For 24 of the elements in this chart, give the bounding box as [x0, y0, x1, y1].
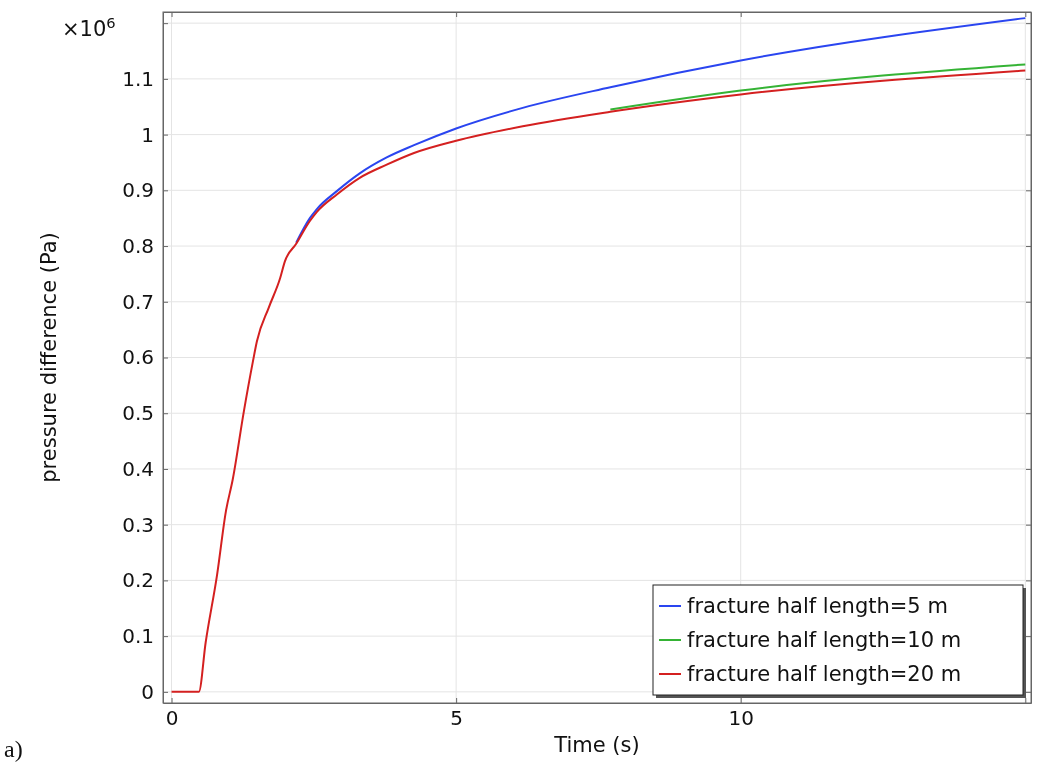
text: a) [4, 736, 23, 762]
y-tick-label: 0.2 [122, 568, 154, 593]
y-tick-label: 0.3 [122, 512, 154, 537]
x-tick-label: 0 [165, 706, 179, 731]
y-tick-label: 0.4 [122, 456, 154, 481]
y-tick-label: 1 [141, 122, 154, 147]
y-tick-label: 0.7 [122, 289, 154, 314]
y-tick-label: 0.1 [122, 624, 154, 649]
x-axis-title: Time (s) [553, 733, 640, 757]
x-tick-label: 5 [450, 706, 463, 731]
y-tick-label: 0.5 [122, 401, 154, 426]
y-tick-label: 0.9 [122, 178, 154, 203]
y-tick-label: 0 [141, 679, 154, 704]
x-tick-label: 10 [728, 706, 754, 731]
y-axis-title: pressure difference (Pa) [37, 232, 61, 483]
legend-label: fracture half length=5 m [687, 594, 948, 618]
line-series [170, 69, 1027, 693]
y-tick-label: 0.6 [122, 345, 154, 370]
legend-label: fracture half length=10 m [687, 628, 962, 652]
text: ×10$^{6}$ [62, 13, 116, 41]
y-tick-label: 1.1 [122, 66, 154, 91]
legend-label: fracture half length=20 m [687, 662, 962, 686]
line-series [295, 17, 1027, 244]
y-tick-label: 0.8 [122, 233, 154, 258]
